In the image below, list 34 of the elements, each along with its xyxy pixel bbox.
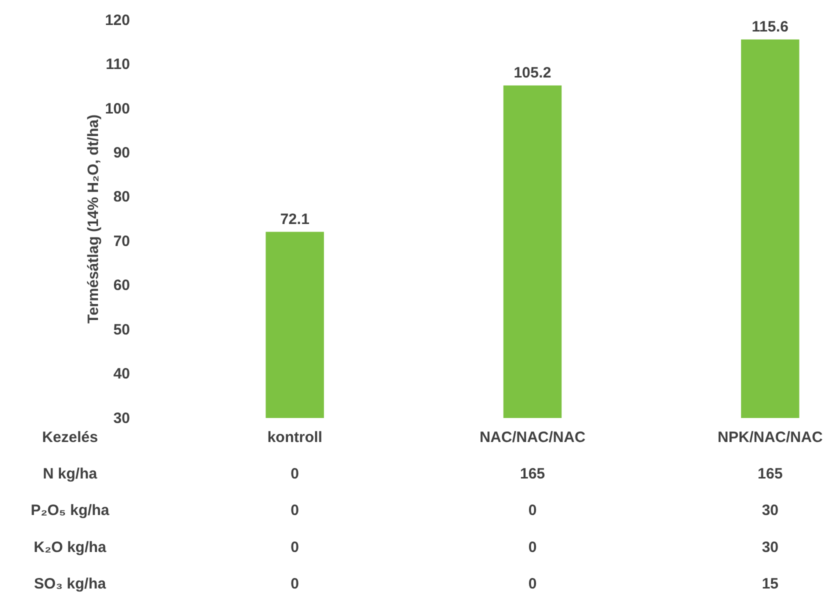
y-tick-label: 90	[113, 144, 130, 162]
text: 0	[290, 575, 300, 592]
text: K₂O kg/ha	[34, 538, 107, 556]
text: 30	[762, 502, 779, 520]
y-tick-label: 80	[113, 188, 130, 206]
y-tick-label: 30	[113, 410, 130, 427]
data-label: 115.6	[752, 18, 789, 36]
y-tick-label: 100	[104, 100, 130, 118]
text: 15	[762, 575, 779, 592]
x-tick-label: kontroll	[267, 428, 322, 446]
text: 0	[290, 466, 300, 483]
text: 0	[290, 502, 300, 520]
text: SO₃ kg/ha	[34, 575, 107, 592]
text: 165	[520, 466, 546, 483]
x-tick-label: NPK/NAC/NAC	[718, 428, 823, 446]
text: N kg/ha	[42, 466, 98, 483]
y-tick-label: 50	[113, 321, 130, 338]
data-label: 72.1	[280, 210, 310, 228]
text: 0	[528, 502, 537, 520]
text: 0	[528, 538, 537, 556]
text: 0	[290, 538, 300, 556]
text: 0	[528, 575, 537, 592]
text: Kezelés	[42, 428, 98, 446]
y-tick-label: 40	[113, 366, 130, 383]
text: P₂O₅ kg/ha	[30, 502, 110, 520]
text: 165	[758, 466, 783, 483]
y-tick-label: 110	[106, 56, 130, 74]
text: 30	[762, 538, 779, 556]
y-axis-title: Termésátlag (14% H₂O, dt/ha)	[85, 114, 102, 324]
y-tick-label: 70	[113, 232, 130, 250]
y-tick-label: 60	[113, 277, 130, 294]
data-label: 105.2	[514, 64, 552, 82]
x-tick-label: NAC/NAC/NAC	[480, 428, 586, 446]
y-tick-label: 120	[104, 12, 130, 29]
